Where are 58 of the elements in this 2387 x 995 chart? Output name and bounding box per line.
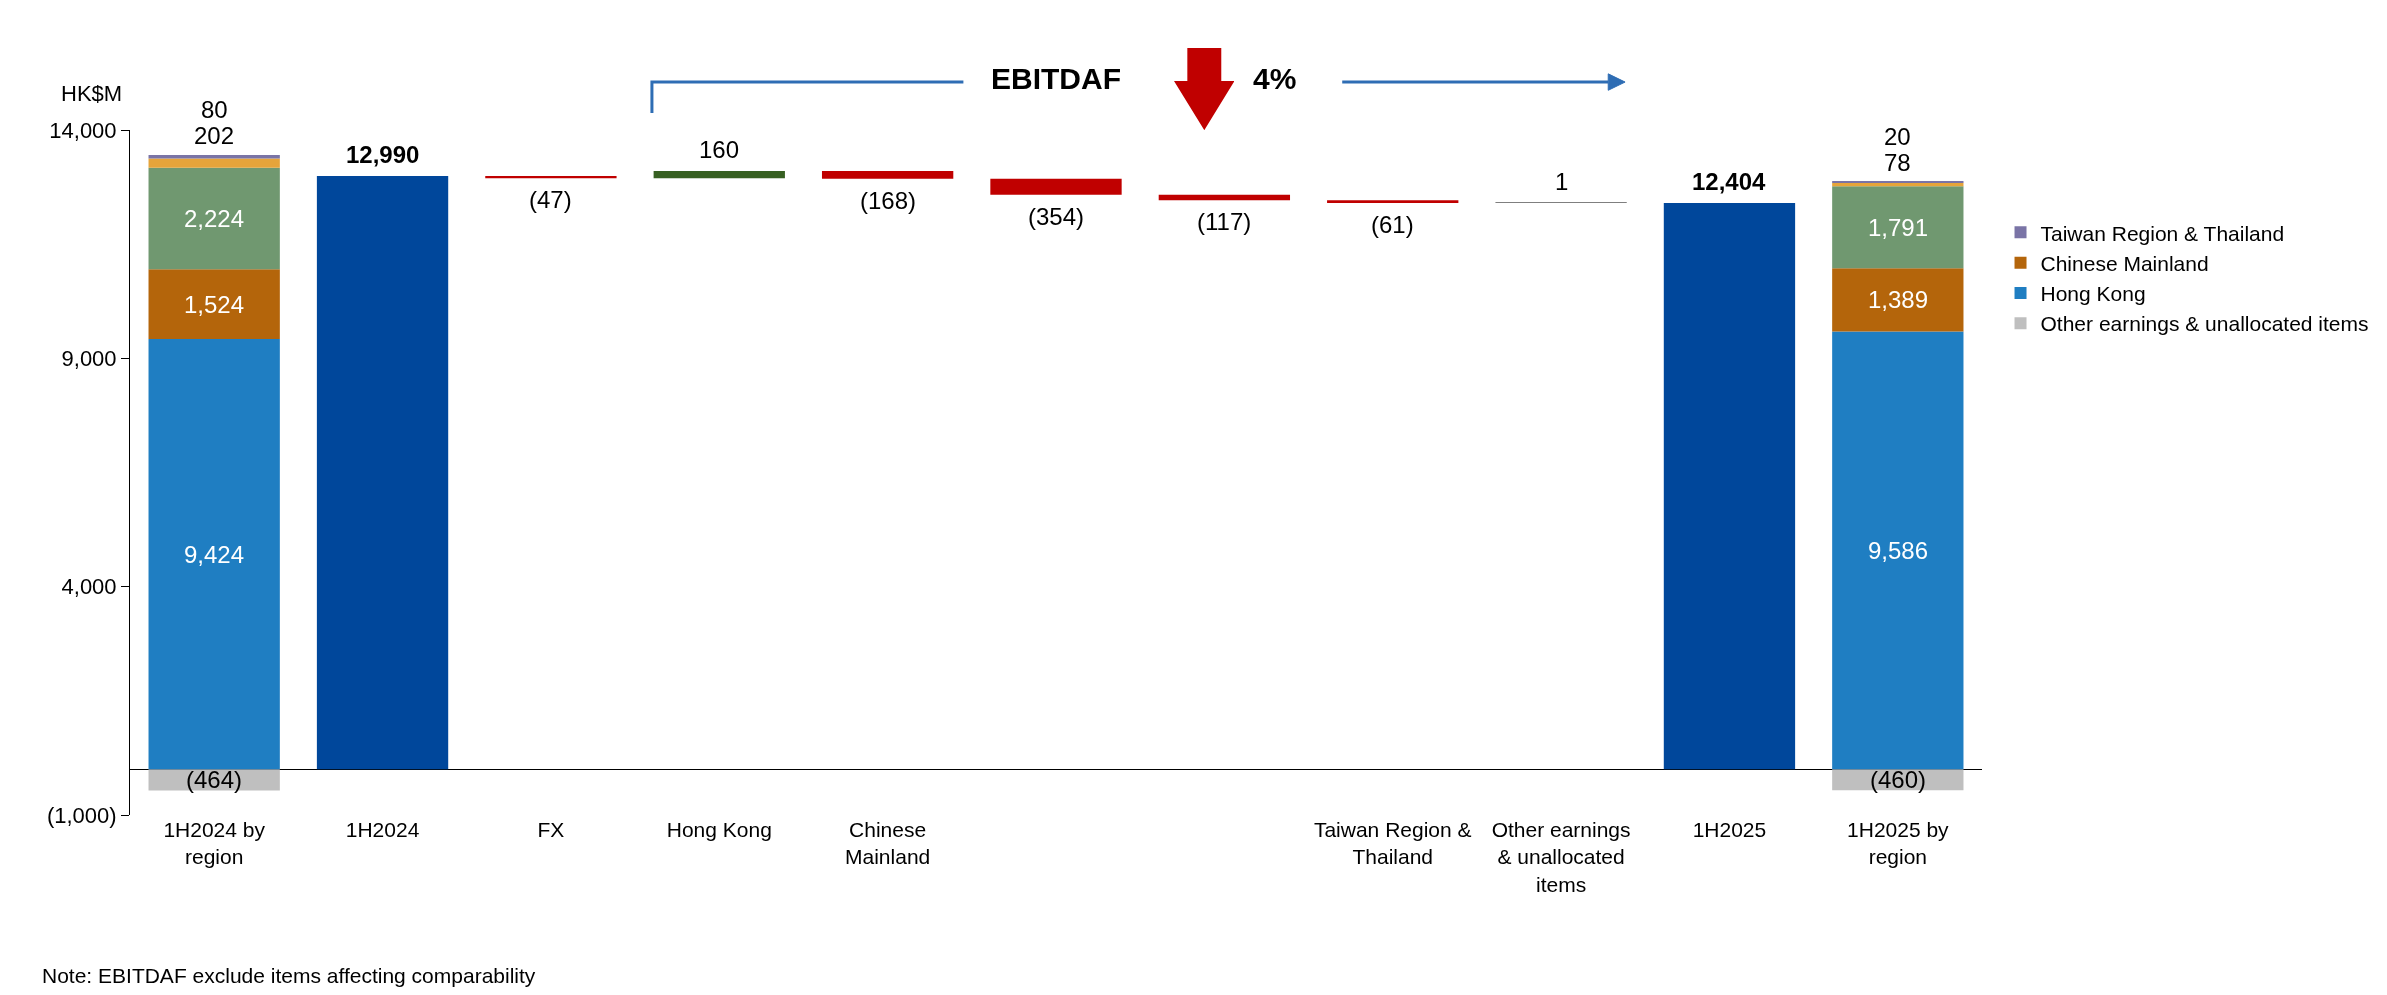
x-tick-label: 1H2024 by region <box>163 818 266 869</box>
y-tick-label: (1,000) <box>46 802 117 828</box>
y-tick-label: 14,000 <box>49 117 117 143</box>
x-tick-label: 1H2025 <box>1692 818 1767 841</box>
bar <box>148 154 280 159</box>
bar <box>148 158 280 168</box>
data-label: 160 <box>699 136 740 163</box>
bar <box>1327 200 1459 203</box>
bar <box>990 178 1122 195</box>
bar <box>316 176 449 770</box>
x-tick-label: Other earnings & unallocated items <box>1491 818 1631 896</box>
data-label: 78 <box>1884 149 1911 176</box>
y-axis-title: HK$M <box>61 81 123 106</box>
bar <box>148 269 280 339</box>
x-tick-label: Hong Kong <box>666 818 772 841</box>
x-tick-label: Chinese Mainland <box>845 818 931 869</box>
bar <box>1832 331 1964 770</box>
bar <box>1832 268 1964 332</box>
x-tick-label: FX <box>537 818 565 841</box>
bar <box>653 170 785 179</box>
legend-label: Hong Kong <box>2040 282 2146 306</box>
legend-label: Chinese Mainland <box>2040 251 2209 275</box>
data-label: 2,224 <box>184 205 245 232</box>
data-label: 12,990 <box>346 141 420 168</box>
data-label: 1,524 <box>184 291 245 318</box>
data-label: (168) <box>860 187 917 214</box>
bar <box>821 170 954 179</box>
data-label: (460) <box>1870 766 1927 793</box>
data-label: 1 <box>1555 168 1569 195</box>
data-label: 80 <box>201 96 228 123</box>
data-label: 1,389 <box>1868 286 1929 313</box>
bar <box>148 338 280 770</box>
data-label: (61) <box>1371 211 1414 238</box>
data-label: 9,586 <box>1868 537 1929 564</box>
bar <box>1158 194 1291 201</box>
bar <box>1832 186 1964 269</box>
x-tick-label: 1H2025 by region <box>1847 818 1950 869</box>
text: Note: EBITDAF exclude items affecting comparability <box>42 964 536 987</box>
y-tick-label: 9,000 <box>61 346 117 372</box>
text: EBITDAF <box>991 62 1121 95</box>
bar <box>1663 202 1796 770</box>
data-label: 9,424 <box>184 541 245 568</box>
legend-label: Taiwan Region & Thailand <box>2040 221 2285 245</box>
x-tick-label: Taiwan Region & Thailand <box>1313 818 1472 869</box>
bar <box>148 167 280 270</box>
text: 4% <box>1253 62 1297 95</box>
data-label: (354) <box>1028 203 1085 230</box>
x-tick-label: 1H2024 <box>345 818 420 841</box>
data-label: 20 <box>1884 123 1911 150</box>
data-label: 1,791 <box>1868 214 1929 241</box>
data-label: (117) <box>1197 208 1252 235</box>
data-label: 202 <box>194 122 235 149</box>
data-label: 12,404 <box>1692 168 1767 195</box>
bar <box>485 176 617 179</box>
y-tick-label: 4,000 <box>61 574 117 600</box>
legend-label: Other earnings & unallocated items <box>2040 312 2369 336</box>
data-label: (464) <box>186 766 243 793</box>
data-label: (47) <box>529 186 572 213</box>
